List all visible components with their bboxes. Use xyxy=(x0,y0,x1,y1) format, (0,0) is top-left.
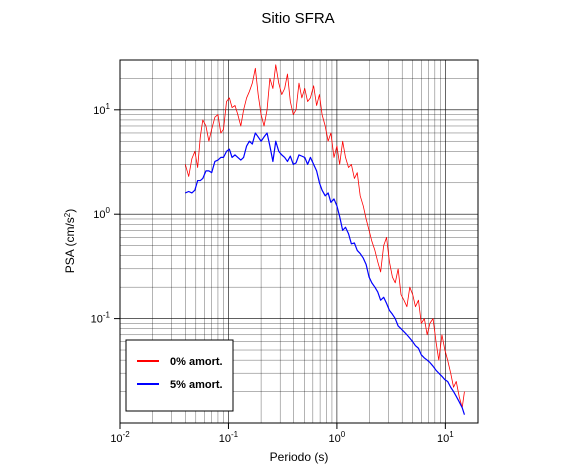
series-lines xyxy=(184,64,466,415)
x-tick-label-base: 10 xyxy=(219,433,231,445)
x-tick-label: 101 xyxy=(437,430,454,445)
y-tick-label-base: 10 xyxy=(93,209,105,221)
x-tick-label-exp: 1 xyxy=(449,430,454,439)
y-axis-label-exp: 2 xyxy=(63,212,72,217)
x-tick-label-exp: -1 xyxy=(231,430,239,439)
x-tick-label: 100 xyxy=(329,430,346,445)
series-line-0 xyxy=(184,64,465,409)
x-tick-label-base: 10 xyxy=(110,433,122,445)
x-axis-label: Periodo (s) xyxy=(270,450,329,464)
y-tick-label: 10-1 xyxy=(91,311,111,326)
series-line-1 xyxy=(185,132,466,415)
legend: 0% amort. 5% amort. xyxy=(125,339,234,412)
chart-title: Sitio SFRA xyxy=(261,10,334,27)
y-tick-label-exp: 0 xyxy=(106,206,111,215)
y-tick-label-base: 10 xyxy=(91,314,103,326)
legend-box xyxy=(125,339,234,412)
y-tick-label: 101 xyxy=(93,102,110,117)
legend-label-0: 0% amort. xyxy=(170,356,223,368)
grid xyxy=(120,60,478,423)
y-tick-label-base: 10 xyxy=(93,105,105,117)
y-axis-label-base: PSA (cm/s xyxy=(63,217,77,273)
x-tick-label-exp: 0 xyxy=(341,430,346,439)
y-tick-label: 100 xyxy=(93,206,110,221)
x-tick-label: 10-2 xyxy=(110,430,130,445)
x-tick-label-base: 10 xyxy=(329,433,341,445)
x-tick-label-base: 10 xyxy=(437,433,449,445)
x-tick-label: 10-1 xyxy=(219,430,239,445)
plot-frame xyxy=(119,59,479,424)
y-axis-label-end: ) xyxy=(63,209,77,213)
legend-label-1: 5% amort. xyxy=(170,379,223,391)
x-tick-label-exp: -2 xyxy=(123,430,131,439)
y-axis-label: PSA (cm/s2) xyxy=(63,209,77,273)
y-tick-label-exp: 1 xyxy=(106,102,111,111)
y-tick-label-exp: -1 xyxy=(103,311,111,320)
